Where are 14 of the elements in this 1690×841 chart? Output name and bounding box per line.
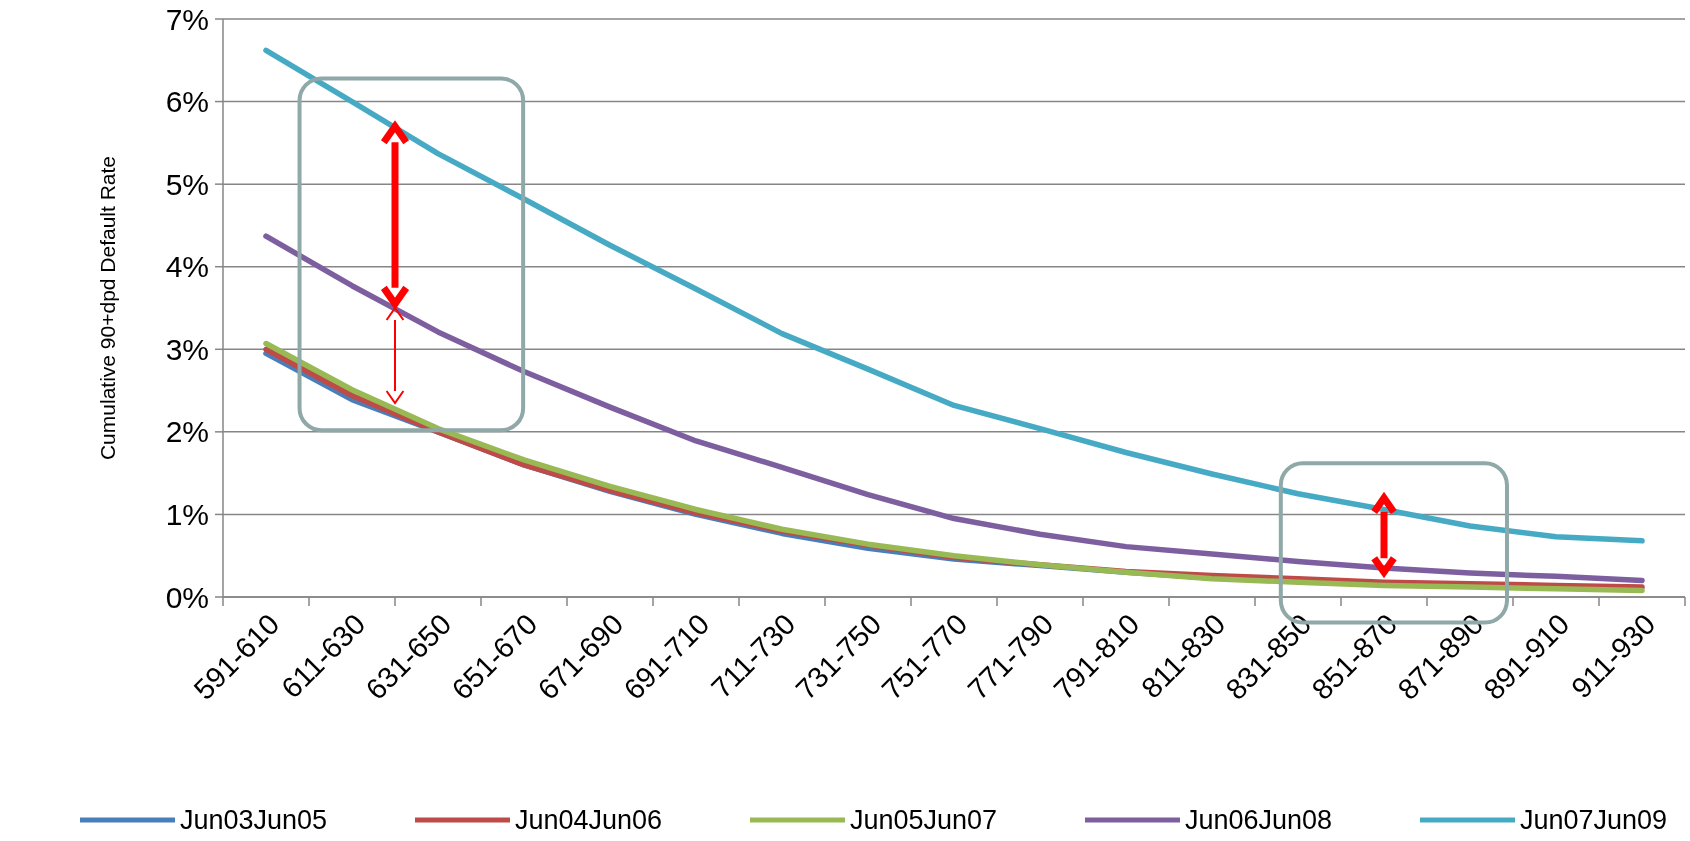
y-tick-label: 4%: [165, 250, 209, 284]
legend-label: Jun05Jun07: [850, 805, 998, 836]
legend-label: Jun04Jun06: [515, 805, 663, 836]
legend-label: Jun03Jun05: [180, 805, 328, 836]
y-axis-title: Cumulative 90+dpd Default Rate: [96, 155, 119, 461]
y-tick-label: 2%: [165, 415, 209, 449]
y-tick-label: 5%: [165, 167, 209, 201]
legend-label: Jun06Jun08: [1185, 805, 1333, 836]
y-tick-label: 3%: [165, 332, 209, 366]
y-tick-label: 7%: [165, 2, 209, 36]
legend-label: Jun07Jun09: [1520, 805, 1668, 836]
y-tick-label: 0%: [165, 580, 209, 614]
y-tick-label: 6%: [165, 85, 209, 119]
y-tick-label: 1%: [165, 497, 209, 531]
